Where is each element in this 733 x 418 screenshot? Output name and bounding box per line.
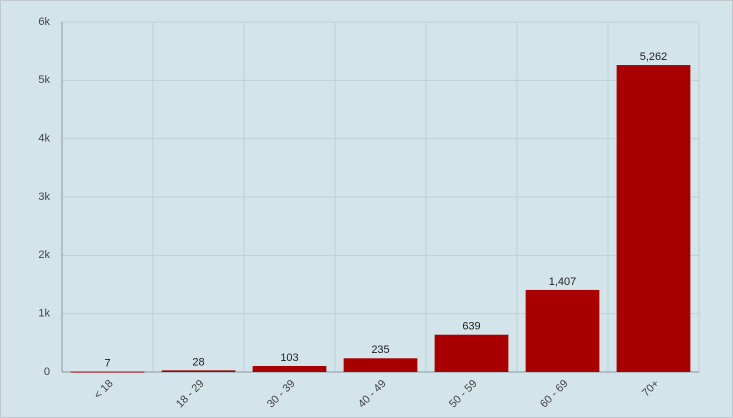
bar (616, 65, 691, 373)
bar (252, 365, 327, 372)
y-tick-label: 2k (38, 249, 50, 261)
bar (70, 371, 145, 373)
bar (525, 289, 600, 372)
value-label: 639 (462, 321, 480, 333)
value-label: 7 (104, 357, 110, 369)
y-tick-label: 5k (38, 74, 50, 86)
y-tick-label: 3k (38, 191, 50, 203)
y-tick-label: 6k (38, 16, 50, 28)
bar (161, 370, 236, 372)
value-label: 28 (192, 356, 204, 368)
value-label: 235 (371, 344, 389, 356)
y-tick-label: 1k (38, 308, 50, 320)
y-tick-label: 0 (44, 366, 50, 378)
bar (343, 358, 418, 372)
value-label: 103 (280, 352, 298, 364)
value-label: 5,262 (640, 51, 668, 63)
value-label: 1,407 (549, 276, 577, 288)
bar (434, 334, 509, 372)
y-tick-label: 4k (38, 133, 50, 145)
